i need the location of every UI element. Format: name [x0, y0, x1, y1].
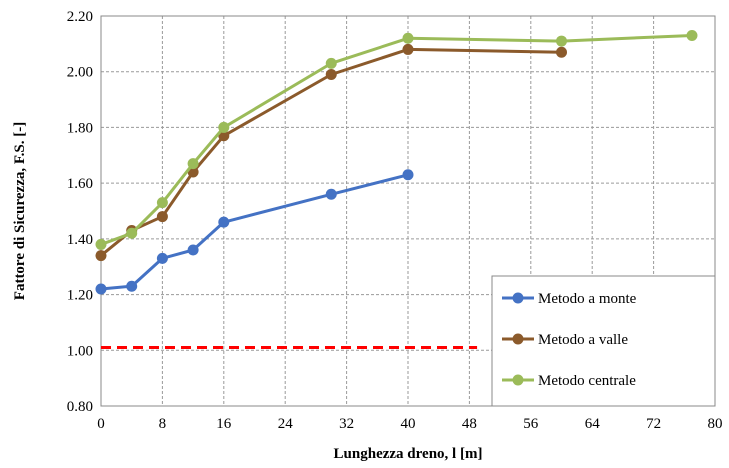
data-point: [218, 216, 230, 228]
series-group: [95, 30, 698, 295]
legend-swatch-marker: [512, 333, 524, 345]
x-tick-labels: 0 8 16 24 32 40 48 56 64 72 80: [97, 416, 722, 432]
data-point: [556, 35, 567, 47]
legend-item: Metodo a monte: [502, 291, 637, 307]
data-point: [218, 121, 230, 133]
legend: Metodo a monte Metodo a valle Metodo centr…: [491, 275, 716, 407]
plot-area-border: [100, 15, 716, 407]
data-point: [325, 188, 337, 200]
x-tick-label: 0: [97, 416, 105, 432]
legend-swatch-marker: [512, 292, 524, 304]
data-point: [218, 130, 230, 142]
series-metodo-centrale: [95, 30, 698, 250]
legend-item: Metodo a valle: [502, 332, 628, 348]
x-tick-label: 80: [708, 416, 723, 432]
y-tick-label: 1.40: [67, 232, 93, 248]
x-tick-label: 32: [339, 416, 354, 432]
data-point: [95, 283, 107, 295]
data-point: [325, 57, 337, 69]
data-point: [556, 46, 567, 58]
legend-swatch-marker: [512, 374, 524, 386]
x-tick-label: 40: [401, 416, 416, 432]
legend-label: Metodo centrale: [538, 373, 636, 389]
y-tick-labels: 0.80 1.00 1.20 1.40 1.60 1.80 2.00 2.20: [67, 9, 93, 415]
legend-label: Metodo a monte: [538, 291, 637, 307]
data-point: [126, 227, 138, 239]
legend-item: Metodo centrale: [502, 373, 636, 389]
x-axis-title: Lunghezza dreno, l [m]: [334, 446, 483, 462]
data-point: [402, 43, 414, 55]
y-tick-label: 2.20: [67, 9, 93, 25]
data-point: [686, 30, 698, 41]
data-point: [156, 211, 168, 223]
y-axis-title: Fattore di Sicurezza, F.S. [-]: [12, 122, 28, 300]
data-point: [95, 238, 107, 250]
x-tick-label: 24: [278, 416, 294, 432]
data-point: [95, 250, 107, 262]
data-point: [187, 158, 199, 170]
data-point: [402, 169, 414, 181]
data-point: [126, 280, 138, 292]
y-tick-label: 0.80: [67, 399, 93, 415]
data-point: [402, 32, 414, 44]
y-tick-label: 1.80: [67, 120, 93, 136]
series-metodo-a-monte: [95, 169, 414, 295]
y-tick-label: 1.60: [67, 176, 93, 192]
data-point: [156, 252, 168, 264]
y-tick-label: 1.00: [67, 343, 93, 359]
y-tick-label: 2.00: [67, 65, 93, 81]
x-tick-label: 48: [462, 416, 477, 432]
x-tick-label: 64: [585, 416, 601, 432]
x-tick-label: 56: [523, 416, 539, 432]
data-point: [156, 197, 168, 209]
data-point: [187, 244, 199, 256]
x-tick-label: 8: [159, 416, 167, 432]
x-tick-label: 16: [216, 416, 232, 432]
x-tick-label: 72: [646, 416, 661, 432]
y-tick-label: 1.20: [67, 288, 93, 304]
legend-label: Metodo a valle: [538, 332, 628, 348]
data-point: [325, 69, 337, 80]
